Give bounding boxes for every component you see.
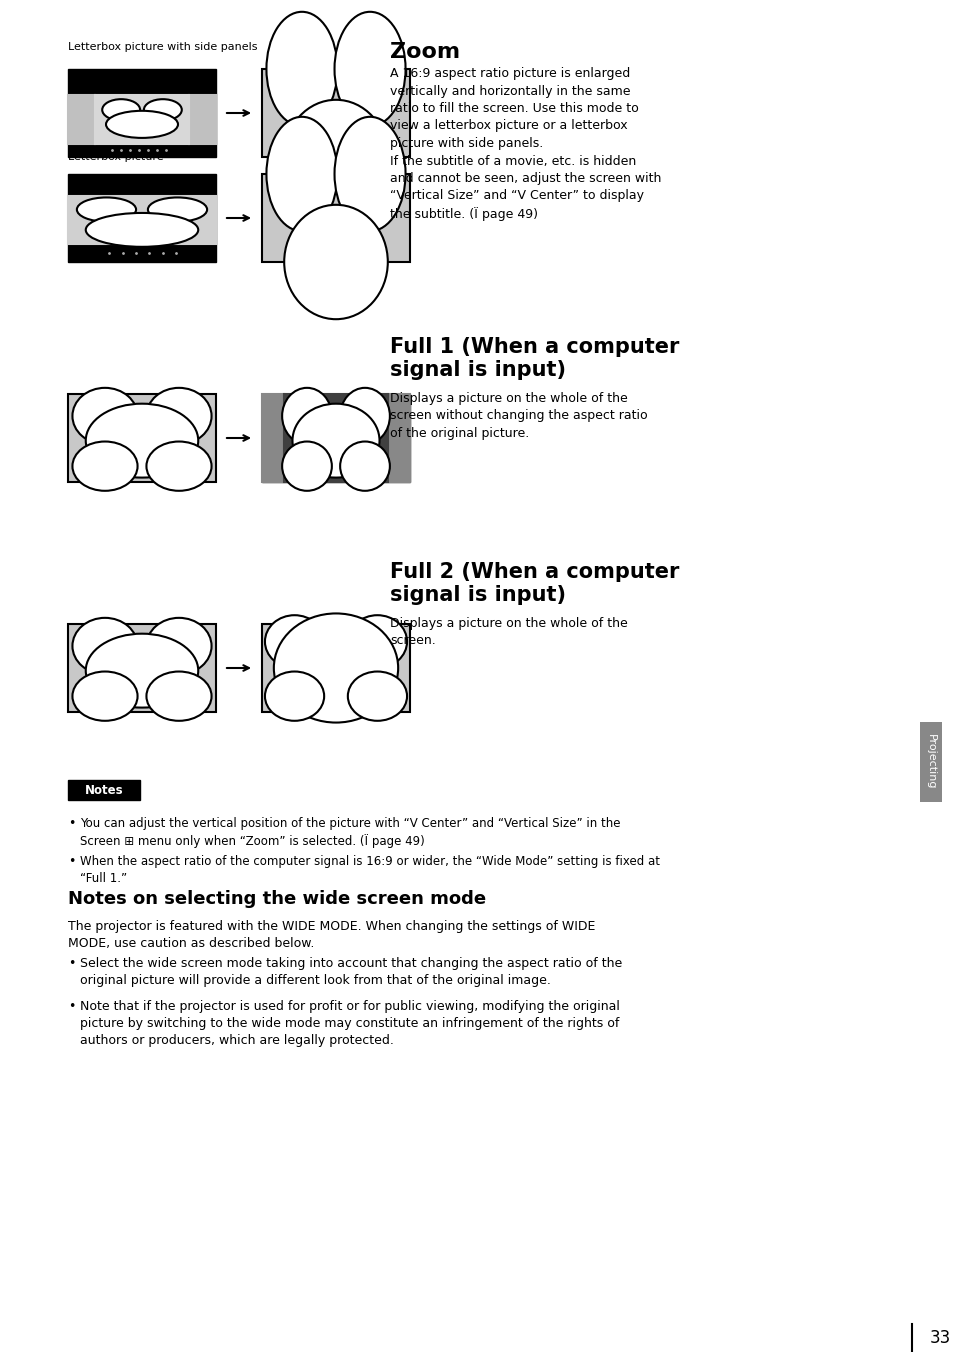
Text: Notes: Notes — [85, 784, 123, 796]
FancyBboxPatch shape — [68, 780, 140, 800]
Ellipse shape — [86, 404, 198, 477]
Bar — [387, 393, 410, 483]
Text: Notes on selecting the wide screen mode: Notes on selecting the wide screen mode — [68, 890, 486, 909]
Bar — [284, 393, 387, 483]
Ellipse shape — [266, 12, 337, 126]
Ellipse shape — [72, 618, 137, 675]
Bar — [262, 393, 410, 483]
Ellipse shape — [284, 100, 387, 214]
Text: Displays a picture on the whole of the
screen.: Displays a picture on the whole of the s… — [390, 617, 627, 648]
Ellipse shape — [147, 442, 212, 491]
Ellipse shape — [86, 214, 198, 247]
Text: •: • — [68, 957, 75, 969]
Ellipse shape — [147, 618, 212, 675]
Bar — [94, 96, 189, 143]
Text: You can adjust the vertical position of the picture with “V Center” and “Vertica: You can adjust the vertical position of … — [80, 817, 619, 848]
Bar — [262, 174, 410, 262]
Ellipse shape — [266, 116, 337, 231]
Ellipse shape — [282, 442, 332, 491]
Ellipse shape — [106, 111, 178, 138]
Ellipse shape — [335, 12, 405, 126]
Text: A 16:9 aspect ratio picture is enlarged
vertically and horizontally in the same
: A 16:9 aspect ratio picture is enlarged … — [390, 68, 660, 222]
Text: •: • — [68, 854, 75, 868]
Text: •: • — [68, 1000, 75, 1013]
Ellipse shape — [348, 672, 407, 721]
Ellipse shape — [77, 197, 136, 222]
Ellipse shape — [274, 614, 397, 722]
Ellipse shape — [265, 615, 324, 668]
Ellipse shape — [348, 615, 407, 668]
Text: Displays a picture on the whole of the
screen without changing the aspect ratio
: Displays a picture on the whole of the s… — [390, 392, 647, 439]
Bar — [262, 625, 410, 713]
Bar — [262, 393, 284, 483]
Ellipse shape — [72, 672, 137, 721]
Bar — [68, 196, 215, 245]
Ellipse shape — [293, 404, 379, 477]
Ellipse shape — [282, 388, 332, 445]
Ellipse shape — [340, 388, 390, 445]
Bar — [262, 69, 410, 157]
Ellipse shape — [340, 442, 390, 491]
Text: Select the wide screen mode taking into account that changing the aspect ratio o: Select the wide screen mode taking into … — [80, 957, 621, 987]
Text: •: • — [68, 817, 75, 830]
Text: Note that if the projector is used for profit or for public viewing, modifying t: Note that if the projector is used for p… — [80, 1000, 619, 1046]
Text: Full 2 (When a computer
signal is input): Full 2 (When a computer signal is input) — [390, 562, 679, 606]
Bar — [68, 174, 215, 262]
Text: When the aspect ratio of the computer signal is 16:9 or wider, the “Wide Mode” s: When the aspect ratio of the computer si… — [80, 854, 659, 886]
Ellipse shape — [148, 197, 207, 222]
Ellipse shape — [147, 672, 212, 721]
Bar — [189, 96, 215, 143]
Ellipse shape — [265, 672, 324, 721]
Text: Zoom: Zoom — [390, 42, 459, 62]
Bar — [68, 393, 215, 483]
Text: The projector is featured with the WIDE MODE. When changing the settings of WIDE: The projector is featured with the WIDE … — [68, 919, 595, 950]
Bar — [68, 625, 215, 713]
Text: Letterbox picture with side panels: Letterbox picture with side panels — [68, 42, 257, 51]
Ellipse shape — [72, 388, 137, 445]
Bar — [68, 69, 215, 157]
Bar — [919, 722, 941, 802]
Ellipse shape — [335, 116, 405, 231]
Ellipse shape — [102, 99, 140, 120]
Ellipse shape — [72, 442, 137, 491]
Text: Projecting: Projecting — [925, 734, 935, 790]
Text: 33: 33 — [928, 1329, 949, 1347]
Ellipse shape — [86, 634, 198, 707]
Ellipse shape — [144, 99, 182, 120]
Ellipse shape — [284, 204, 387, 319]
Ellipse shape — [147, 388, 212, 445]
Bar — [68, 96, 94, 143]
Text: Letterbox picture: Letterbox picture — [68, 151, 164, 162]
Text: Full 1 (When a computer
signal is input): Full 1 (When a computer signal is input) — [390, 337, 679, 380]
